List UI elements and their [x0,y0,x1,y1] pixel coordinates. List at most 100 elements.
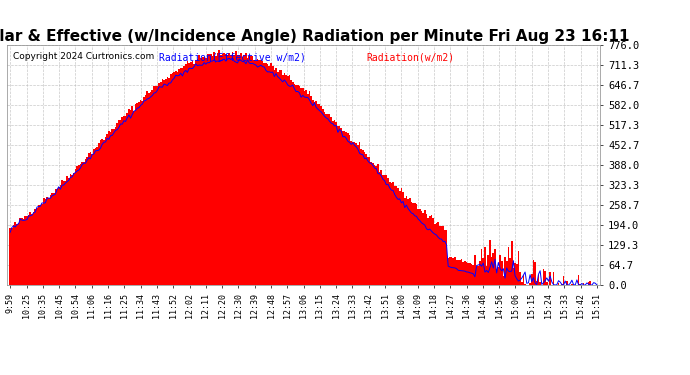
Bar [544,271,546,285]
Bar [250,57,252,285]
Bar [24,216,26,285]
Bar [201,57,204,285]
Bar [389,182,391,285]
Bar [70,174,71,285]
Bar [138,102,140,285]
Bar [58,187,59,285]
Bar [474,255,476,285]
Bar [299,86,300,285]
Bar [457,260,459,285]
Bar [325,114,327,285]
Bar [217,53,218,285]
Bar [161,79,164,285]
Bar [407,199,409,285]
Bar [126,113,128,285]
Bar [77,166,78,285]
Bar [454,256,455,285]
Bar [135,104,137,285]
Bar [315,101,317,285]
Bar [471,264,473,285]
Bar [95,148,97,285]
Bar [33,212,34,285]
Bar [414,203,415,285]
Bar [382,176,384,285]
Bar [424,210,426,285]
Bar [220,55,221,285]
Bar [184,66,185,285]
Bar [391,183,392,285]
Bar [68,178,70,285]
Bar [233,55,235,285]
Bar [12,225,14,285]
Bar [65,181,66,285]
Bar [247,58,248,285]
Bar [305,90,307,285]
Bar [459,260,461,285]
Bar [125,116,126,285]
Bar [131,106,133,285]
Bar [265,63,267,285]
Bar [59,185,61,285]
Bar [384,176,386,285]
Bar [501,261,502,285]
Bar [491,258,493,285]
Bar [504,257,506,285]
Bar [239,54,240,285]
Bar [46,198,48,285]
Bar [466,262,467,285]
Bar [377,164,379,285]
Bar [148,93,150,285]
Bar [193,63,195,285]
Bar [262,61,264,285]
Bar [75,169,77,285]
Bar [51,193,53,285]
Bar [367,158,368,285]
Bar [16,224,18,285]
Bar [257,58,259,285]
Bar [521,282,522,285]
Bar [178,69,180,285]
Bar [364,152,366,285]
Text: Radiation(Effective w/m2): Radiation(Effective w/m2) [159,52,306,62]
Bar [473,265,474,285]
Bar [38,205,39,285]
Bar [516,264,518,285]
Bar [78,165,79,285]
Bar [366,154,367,285]
Bar [210,54,212,285]
Bar [240,53,241,285]
Bar [288,75,290,285]
Bar [224,53,225,285]
Bar [43,198,45,285]
Bar [105,137,106,285]
Bar [73,173,75,285]
Bar [362,150,364,285]
Bar [185,64,186,285]
Bar [493,253,494,285]
Bar [71,176,73,285]
Bar [562,276,564,285]
Bar [248,56,250,285]
Bar [287,76,288,285]
Bar [307,94,308,285]
Bar [140,100,141,285]
Bar [534,262,536,285]
Bar [317,104,319,285]
Bar [106,134,108,285]
Bar [245,53,247,285]
Bar [375,166,377,285]
Bar [302,88,304,285]
Bar [538,275,540,285]
Bar [479,261,481,285]
Bar [322,109,324,285]
Bar [401,188,402,285]
Bar [31,214,33,285]
Bar [441,226,442,285]
Bar [549,272,551,285]
Bar [412,203,414,285]
Bar [328,114,331,285]
Bar [11,228,12,285]
Bar [312,100,314,285]
Bar [295,85,297,285]
Bar [45,200,46,285]
